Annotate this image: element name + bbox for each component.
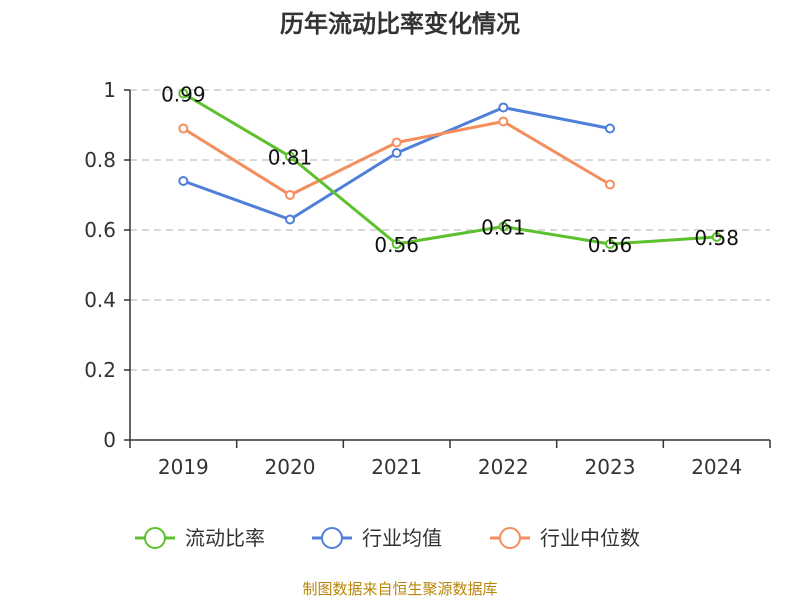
- legend-label: 行业均值: [362, 526, 442, 550]
- axes: [129, 90, 770, 441]
- series-line: [182, 92, 717, 246]
- series-line: [182, 106, 611, 221]
- data-label: 0.56: [374, 233, 419, 257]
- data-point[interactable]: [178, 123, 189, 134]
- data-label: 0.99: [161, 83, 206, 107]
- chart-title: 历年流动比率变化情况: [280, 10, 520, 38]
- data-point[interactable]: [391, 148, 402, 158]
- y-tick-label: 0.4: [84, 288, 116, 312]
- x-tick-label: 2020: [265, 455, 316, 479]
- series-group: [178, 88, 722, 249]
- data-point[interactable]: [605, 123, 615, 134]
- data-point[interactable]: [498, 102, 509, 113]
- x-tick-label: 2019: [158, 455, 209, 479]
- data-point[interactable]: [178, 176, 189, 186]
- legend-swatch-circle: [321, 527, 343, 549]
- data-point[interactable]: [498, 221, 509, 232]
- x-tick-label: 2021: [371, 455, 422, 479]
- y-tick-label: 1: [103, 78, 116, 102]
- legend[interactable]: 流动比率 行业均值 行业中位数: [135, 526, 640, 550]
- data-point[interactable]: [605, 239, 615, 249]
- data-labels: 0.99 0.81 0.56 0.61 0.56 0.58: [161, 83, 739, 258]
- x-tick-label: 2022: [478, 455, 529, 479]
- legend-label: 流动比率: [185, 526, 265, 550]
- data-point[interactable]: [605, 179, 615, 190]
- x-axis-ticks: 2019 2020 2021 2022 2023 2024: [129, 440, 771, 479]
- data-label: 0.81: [268, 146, 313, 170]
- legend-label: 行业中位数: [540, 526, 640, 550]
- legend-swatch-circle: [144, 527, 166, 549]
- data-point[interactable]: [285, 214, 295, 225]
- y-tick-label: 0.6: [84, 218, 116, 242]
- data-point[interactable]: [391, 239, 402, 249]
- data-point[interactable]: [285, 190, 295, 200]
- y-tick-label: 0.8: [84, 148, 116, 172]
- legend-item[interactable]: 流动比率: [135, 526, 265, 550]
- legend-item[interactable]: 行业均值: [312, 526, 442, 550]
- data-label: 0.56: [588, 233, 633, 257]
- source-note: 制图数据来自恒生聚源数据库: [302, 580, 497, 598]
- legend-swatch-circle: [499, 527, 521, 549]
- data-point[interactable]: [498, 116, 509, 127]
- data-point[interactable]: [391, 137, 402, 148]
- data-point[interactable]: [711, 232, 722, 242]
- y-tick-label: 0: [103, 428, 116, 452]
- data-label: 0.58: [694, 226, 739, 250]
- x-tick-label: 2024: [691, 455, 742, 479]
- data-point[interactable]: [178, 88, 189, 99]
- legend-item[interactable]: 行业中位数: [490, 526, 640, 550]
- data-point[interactable]: [285, 151, 295, 162]
- data-label: 0.61: [481, 216, 526, 240]
- y-tick-label: 0.2: [84, 358, 116, 382]
- y-axis-ticks: 0 0.2 0.4 0.6 0.8 1: [84, 78, 130, 452]
- x-tick-label: 2023: [585, 455, 636, 479]
- grid-lines: [130, 89, 770, 371]
